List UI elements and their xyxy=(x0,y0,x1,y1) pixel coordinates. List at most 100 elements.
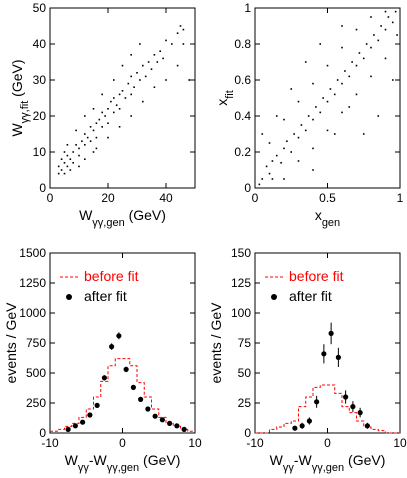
scatter-point xyxy=(377,115,380,117)
scatter-point xyxy=(312,169,314,171)
scatter-point xyxy=(142,100,144,103)
scatter-point xyxy=(304,129,307,132)
scatter-point xyxy=(92,129,95,132)
after-fit-point xyxy=(159,417,165,423)
y-axis-label-part: fit xyxy=(224,90,236,99)
x-tick-label: -10 xyxy=(246,436,264,450)
x-tick-label: 20 xyxy=(101,191,115,205)
scatter-point xyxy=(84,115,86,117)
scatter-point xyxy=(78,154,80,157)
plot-frame xyxy=(254,7,401,189)
scatter-point xyxy=(307,115,310,117)
after-fit-point xyxy=(357,410,363,416)
scatter-point xyxy=(92,108,95,110)
scatter-point xyxy=(57,165,60,168)
scatter-point xyxy=(182,43,185,45)
legend-after-label: after fit xyxy=(84,288,127,304)
scatter-point xyxy=(153,86,156,88)
scatter-point xyxy=(104,115,106,117)
scatter-point xyxy=(290,88,293,90)
after-fit-point xyxy=(306,418,312,424)
scatter-point xyxy=(72,151,74,153)
legend-after-swatch xyxy=(271,294,277,300)
scatter-point xyxy=(312,82,314,85)
scatter-point xyxy=(60,158,63,160)
scatter-point xyxy=(130,115,132,117)
scatter-point xyxy=(283,178,285,180)
scatter-point xyxy=(179,25,182,27)
x-tick-label: 0 xyxy=(252,191,259,205)
x-axis-label-part: γγ,gen xyxy=(312,462,344,474)
scatter-point xyxy=(95,136,98,139)
scatter-point xyxy=(81,140,83,142)
scatter-point xyxy=(355,64,358,67)
y-tick-label: 1 xyxy=(244,1,251,15)
scatter-point xyxy=(89,140,92,142)
after-fit-point xyxy=(123,366,129,372)
after-fit-point xyxy=(343,394,349,400)
scatter-point xyxy=(165,79,167,81)
scatter-point xyxy=(63,151,66,153)
y-axis-label: events / GeV xyxy=(3,302,19,384)
y-tick-label: 50 xyxy=(238,366,252,380)
scatter-point xyxy=(280,162,282,164)
after-fit-point xyxy=(152,413,158,419)
scatter-point xyxy=(159,50,161,52)
x-axis-label-part: W xyxy=(79,207,93,223)
scatter-point xyxy=(355,93,358,96)
x-axis-label: Wγγ-Wγγ,gen (GeV) xyxy=(65,452,181,474)
scatter-point xyxy=(312,118,314,121)
after-fit-point xyxy=(109,344,115,350)
scatter-point xyxy=(297,100,300,103)
y-axis-label-part: x xyxy=(214,99,230,106)
scatter-point xyxy=(110,100,112,103)
scatter-point xyxy=(384,57,387,60)
scatter-point xyxy=(373,34,375,36)
after-fit-point xyxy=(350,404,356,410)
scatter-point xyxy=(150,68,153,70)
after-fit-point xyxy=(364,423,370,429)
scatter-point xyxy=(127,82,130,85)
scatter-point xyxy=(101,93,103,96)
scatter-point xyxy=(370,75,372,78)
after-fit-point xyxy=(314,399,320,405)
scatter-point xyxy=(370,46,372,49)
scatter-point xyxy=(57,172,60,175)
y-tick-label: 0 xyxy=(39,181,46,195)
y-tick-label: 0 xyxy=(244,181,251,195)
before-fit-histogram xyxy=(50,358,195,432)
x-axis-label-part: -W xyxy=(89,452,108,468)
y-axis-label: events / GeV xyxy=(208,302,224,384)
scatter-point xyxy=(315,106,317,108)
scatter-point xyxy=(124,97,127,99)
scatter-point xyxy=(348,75,351,78)
y-tick-label: 75 xyxy=(238,336,252,350)
scatter-point xyxy=(387,16,390,18)
scatter-point xyxy=(75,129,77,132)
scatter-point xyxy=(384,28,387,31)
scatter-point xyxy=(319,111,322,114)
after-fit-point xyxy=(292,425,298,431)
scatter-point xyxy=(107,122,109,124)
y-axis-label-part: (GeV) xyxy=(9,59,25,100)
y-tick-label: 10 xyxy=(33,145,47,159)
scatter-point xyxy=(336,79,339,81)
scatter-point xyxy=(89,126,92,128)
scatter-point xyxy=(95,147,98,150)
scatter-point xyxy=(133,86,135,88)
after-fit-point xyxy=(167,420,173,426)
scatter-point xyxy=(84,144,86,146)
x-tick-label: -10 xyxy=(41,436,59,450)
scatter-point xyxy=(348,106,351,108)
scatter-point xyxy=(290,151,293,153)
x-axis-label-part: (GeV) xyxy=(139,452,180,468)
scatter-point xyxy=(130,54,132,56)
scatter-point xyxy=(304,61,307,63)
x-tick-label: 0 xyxy=(47,191,54,205)
x-tick-label: 40 xyxy=(159,191,173,205)
scatter-point xyxy=(107,136,109,139)
scatter-point xyxy=(118,108,121,110)
